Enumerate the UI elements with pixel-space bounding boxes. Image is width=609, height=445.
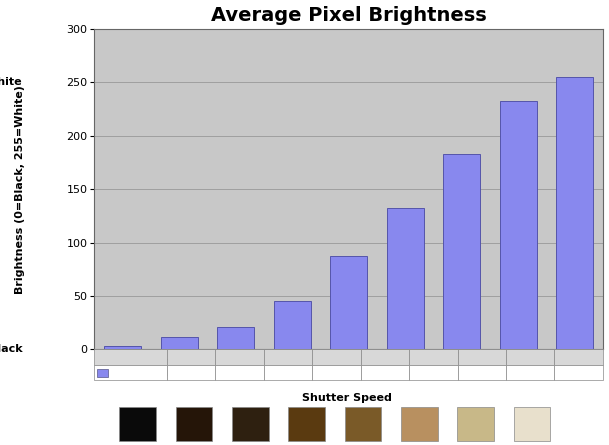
Text: 1/1000: 1/1000: [172, 352, 210, 362]
Text: 132.723: 132.723: [414, 368, 454, 378]
Text: 3.06316: 3.06316: [171, 368, 211, 378]
Text: 1/60: 1/60: [373, 352, 397, 362]
Bar: [274, 301, 311, 349]
Text: 1/30: 1/30: [421, 352, 445, 362]
Text: 1/125: 1/125: [322, 352, 352, 362]
Bar: [443, 154, 480, 349]
Text: 20.4394: 20.4394: [268, 368, 308, 378]
Bar: [104, 346, 141, 349]
Title: Average Pixel Brightness: Average Pixel Brightness: [211, 6, 487, 24]
Bar: [387, 207, 423, 349]
Bar: [330, 256, 367, 349]
Text: 87.4815: 87.4815: [365, 368, 405, 378]
Bar: [161, 337, 197, 349]
Bar: [500, 101, 537, 349]
Bar: [217, 328, 254, 349]
Text: Black: Black: [0, 344, 22, 354]
Text: 1/4: 1/4: [570, 352, 587, 362]
Text: 232.189: 232.189: [510, 368, 551, 378]
Text: 1/500: 1/500: [225, 352, 255, 362]
Text: Avg. Pixel Brightness: Avg. Pixel Brightness: [110, 368, 213, 378]
Text: 45.2789: 45.2789: [317, 368, 357, 378]
Text: 1/15: 1/15: [470, 352, 494, 362]
Text: 11.271: 11.271: [223, 368, 256, 378]
Bar: [556, 77, 593, 349]
Text: 255: 255: [569, 368, 588, 378]
Text: Shutter Speed: Shutter Speed: [302, 393, 392, 403]
Text: 183.3: 183.3: [468, 368, 496, 378]
Text: White: White: [0, 77, 22, 87]
Text: 1/8: 1/8: [522, 352, 539, 362]
Y-axis label: Brightness (0=Black, 255=White): Brightness (0=Black, 255=White): [15, 85, 24, 294]
Text: 1/250: 1/250: [273, 352, 303, 362]
